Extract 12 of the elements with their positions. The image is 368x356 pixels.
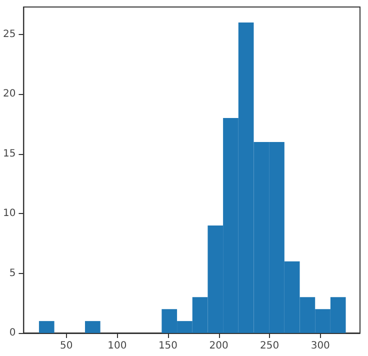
y-tick-label: 25	[2, 28, 16, 40]
y-tick-label: 5	[9, 268, 16, 279]
x-tick-label: 200	[209, 340, 228, 352]
y-tick-label: 20	[2, 88, 16, 100]
y-tick-label: 15	[2, 148, 16, 160]
x-tick-label: 100	[108, 340, 127, 352]
y-tick-label: 10	[2, 208, 16, 220]
y-tick-label: 0	[9, 328, 16, 338]
x-tick-label: 300	[310, 340, 330, 352]
x-tick-label: 50	[60, 340, 73, 352]
x-tick-label: 250	[260, 340, 280, 352]
x-tick-label: 150	[158, 340, 178, 352]
